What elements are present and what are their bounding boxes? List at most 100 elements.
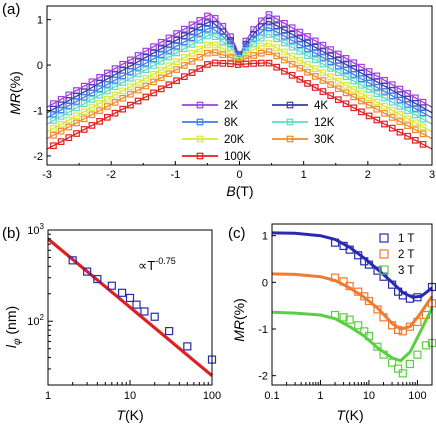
panel-a-point-12K [350, 77, 358, 85]
panel-a-legend-label: 2K [224, 100, 238, 112]
panel-a-point-30K [57, 127, 65, 135]
panel-a-legend-label: 100K [224, 151, 251, 163]
panel-a-point-8K [396, 96, 404, 104]
panel-a-point-100K [180, 73, 188, 81]
panel-c-point-1 T [345, 245, 354, 254]
panel-a-point-100K [311, 84, 319, 91]
panel-b-data-point [140, 307, 149, 316]
panel-a-point-2K [250, 26, 257, 33]
panel-a-point-100K [404, 132, 411, 140]
panel-b-data-point [83, 267, 92, 276]
panel-a-point-100K [319, 88, 327, 95]
panel-a-x-tick-label: -2 [106, 169, 116, 181]
panel-a-point-8K [304, 45, 311, 53]
panel-a-point-12K [111, 83, 119, 91]
panel-a-point-20K [388, 106, 396, 114]
panel-a-point-12K [404, 107, 411, 115]
panel-a-point-100K [342, 100, 350, 108]
panel-a-point-12K [127, 74, 134, 82]
panel-a-point-8K [281, 32, 288, 40]
panel-a-point-100K [419, 141, 427, 148]
panel-a-point-100K [396, 128, 404, 136]
panel-a-point-12K [211, 33, 219, 41]
panel-a-point-100K [111, 109, 119, 117]
panel-c-point-3 T [421, 341, 431, 350]
panel-a-point-100K [134, 97, 142, 105]
panel-a-point-30K [334, 85, 342, 93]
panel-a-point-12K [319, 60, 327, 68]
panel-a-legend-marker-12K [286, 118, 294, 126]
panel-a-point-12K [96, 91, 103, 99]
panel-a-point-20K [419, 123, 427, 131]
panel-a-point-8K [127, 68, 134, 76]
panel-a-point-8K [196, 30, 204, 37]
panel-a-y-tick-label: -1 [33, 105, 43, 117]
panel-c-y-tick-label: -1 [258, 324, 268, 336]
panel-a-point-20K [50, 125, 57, 132]
panel-a-point-12K [373, 90, 381, 98]
panel-c-legend-label: 1 T [398, 233, 414, 245]
panel-a-point-20K [265, 40, 273, 47]
panel-b-data-point [132, 300, 141, 309]
panel-a-point-100K [80, 126, 88, 133]
panel-a-point-100K [157, 85, 165, 93]
panel-a-point-12K [381, 94, 388, 102]
panel-a-point-8K [173, 42, 180, 50]
panel-a-point-20K [211, 41, 219, 49]
panel-a-point-30K [111, 99, 119, 106]
panel-a-point-100K [188, 69, 196, 76]
panel-c-point-3 T [373, 342, 382, 351]
panel-a-point-2K [334, 50, 342, 58]
panel-a-point-30K [365, 101, 373, 109]
panel-a-point-30K [388, 114, 396, 121]
panel-a-point-2K [281, 19, 288, 27]
panel-a-point-100K [127, 101, 134, 109]
panel-a-point-12K [88, 96, 96, 103]
panel-c-label: (c) [228, 225, 246, 242]
panel-a-point-2K [273, 15, 281, 23]
panel-a-point-2K [350, 59, 358, 67]
panel-a-point-20K [180, 54, 188, 61]
panel-a-point-12K [119, 79, 127, 86]
panel-b-y-axis-label: lφ (nm) [3, 306, 23, 348]
panel-b-data-point [107, 281, 116, 290]
panel-c-point-3 T [354, 321, 363, 330]
panel-b-x-tick-label: 10 [124, 390, 136, 402]
panel-a-point-100K [242, 60, 250, 68]
panel-a-point-8K [311, 49, 319, 57]
panel-a-point-2K [296, 28, 304, 36]
panel-c-y-tick-label: 0 [262, 277, 268, 289]
panel-a-point-30K [142, 82, 150, 90]
panel-a-point-20K [219, 45, 227, 52]
panel-a-y-tick-label: 0 [37, 60, 43, 72]
panel-c-point-2 T [360, 292, 369, 301]
panel-a-point-12K [304, 52, 311, 60]
panel-a-point-20K [88, 104, 96, 111]
panel-a-point-8K [404, 100, 411, 108]
panel-b-y-tick-label: 102 [27, 313, 44, 328]
panel-a-point-100K [304, 80, 311, 87]
panel-a-point-12K [265, 31, 273, 38]
panel-a-point-20K [73, 112, 80, 120]
panel-a-label: (a) [2, 1, 20, 18]
panel-a-y-tick-label: 1 [37, 15, 43, 27]
panel-a-x-tick-label: 3 [429, 169, 435, 181]
panel-a-point-12K [311, 56, 319, 64]
panel-c-point-3 T [394, 364, 403, 373]
panel-b-plot-area: 1 10 100 102 103 [27, 222, 221, 402]
panel-a-point-30K [127, 90, 134, 98]
panel-a-point-30K [150, 78, 157, 86]
panel-a-point-20K [119, 87, 127, 95]
panel-c-point-2 T [364, 296, 374, 306]
panel-a-point-20K [327, 73, 334, 81]
panel-a-point-8K [180, 38, 188, 46]
panel-c-point-1 T [379, 272, 388, 281]
panel-a-point-100K [288, 71, 296, 79]
panel-a-point-12K [250, 40, 257, 47]
panel-c-point-2 T [379, 313, 388, 322]
panel-a-point-2K [304, 33, 311, 40]
panel-a-point-4K [281, 26, 288, 34]
panel-a-point-100K [411, 136, 419, 144]
panel-a-point-100K [250, 60, 257, 67]
